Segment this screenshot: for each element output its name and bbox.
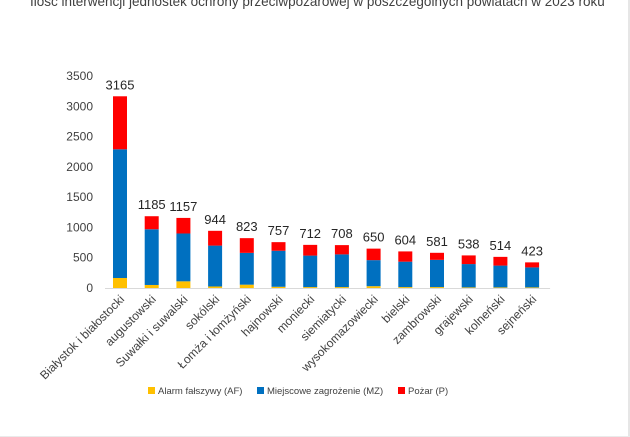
legend: Alarm fałszywy (AF) Miejscowe zagrożenie … bbox=[148, 386, 448, 397]
bar-segment bbox=[271, 286, 286, 288]
data-labels: 3165 1185 1157 944 823 757 712 708 650 604 581 538 5… bbox=[106, 77, 543, 258]
total-data-label: 712 bbox=[299, 226, 321, 241]
bar-segment bbox=[239, 252, 254, 285]
y-tick-label: 2500 bbox=[66, 130, 93, 144]
bar-segment bbox=[239, 238, 254, 253]
total-data-label: 1185 bbox=[138, 197, 166, 212]
bar-segment bbox=[461, 264, 476, 288]
legend-swatch bbox=[148, 387, 155, 394]
bar-segment bbox=[461, 255, 476, 265]
bar-segment bbox=[334, 287, 349, 288]
y-tick-label: 3500 bbox=[66, 69, 93, 83]
bar-segment bbox=[493, 265, 508, 288]
bar-segment bbox=[176, 233, 191, 282]
bar-segment bbox=[398, 251, 413, 262]
bar-segment bbox=[144, 229, 159, 285]
bar-segment bbox=[525, 267, 540, 288]
total-data-label: 650 bbox=[363, 230, 385, 245]
bar-segment bbox=[398, 287, 413, 288]
y-tick-label: 3000 bbox=[66, 99, 93, 113]
bar-segment bbox=[271, 250, 286, 287]
total-data-label: 538 bbox=[458, 236, 480, 251]
bar-segment bbox=[525, 287, 540, 288]
y-axis: 0 500 1000 1500 2000 2500 3000 3500 bbox=[66, 69, 551, 295]
bar-segment bbox=[430, 287, 444, 288]
right-border bbox=[628, 0, 630, 437]
bar-segment bbox=[461, 287, 476, 288]
y-tick-label: 1000 bbox=[66, 220, 93, 234]
total-data-label: 604 bbox=[394, 232, 416, 247]
bar-segment bbox=[113, 96, 127, 150]
legend-swatch bbox=[257, 387, 264, 394]
bar-segment bbox=[144, 216, 159, 230]
bar-segment bbox=[208, 230, 223, 246]
bar-segment bbox=[208, 286, 223, 288]
legend-label: Alarm fałszywy (AF) bbox=[158, 386, 242, 397]
bar-segment bbox=[493, 287, 508, 288]
bar-segment bbox=[176, 281, 191, 288]
bar-segment bbox=[366, 248, 381, 261]
total-data-label: 581 bbox=[426, 234, 448, 249]
total-data-label: 823 bbox=[236, 219, 258, 234]
bar-segment bbox=[113, 149, 127, 279]
bar-segment bbox=[430, 252, 444, 260]
chart-title: Ilość interwencji jednostek ochrony prze… bbox=[30, 0, 605, 9]
total-data-label: 423 bbox=[521, 243, 543, 258]
total-data-label: 514 bbox=[490, 238, 512, 253]
bar-segment bbox=[208, 245, 223, 287]
bar-segment bbox=[398, 261, 413, 288]
total-data-label: 757 bbox=[268, 223, 290, 238]
bar-segment bbox=[303, 287, 318, 288]
bar-segment bbox=[366, 260, 381, 287]
legend-label: Pożar (P) bbox=[408, 386, 448, 397]
bar-segment bbox=[271, 242, 286, 251]
legend-label: Miejscowe zagrożenie (MZ) bbox=[267, 386, 383, 397]
bar-segment bbox=[430, 259, 444, 288]
y-tick-label: 500 bbox=[73, 251, 93, 265]
total-data-label: 1157 bbox=[169, 199, 197, 214]
bar-segment bbox=[144, 284, 159, 288]
total-data-label: 3165 bbox=[106, 77, 135, 92]
x-axis-labels: Białystok i białostockiaugustowskiSuwałk… bbox=[37, 292, 539, 382]
bar-segment bbox=[334, 254, 349, 288]
bars bbox=[113, 96, 540, 288]
total-data-label: 944 bbox=[204, 212, 226, 227]
y-tick-label: 1500 bbox=[66, 190, 93, 204]
y-tick-label: 2000 bbox=[66, 160, 93, 174]
bar-segment bbox=[176, 217, 191, 234]
total-data-label: 708 bbox=[331, 226, 353, 241]
y-tick-label: 0 bbox=[86, 281, 93, 295]
bar-segment bbox=[493, 256, 508, 266]
bar-segment bbox=[525, 262, 540, 268]
bar-segment bbox=[334, 245, 349, 255]
legend-swatch bbox=[398, 387, 405, 394]
bar-segment bbox=[366, 286, 381, 288]
bar-segment bbox=[113, 278, 127, 288]
bar-segment bbox=[303, 244, 318, 256]
bar-segment bbox=[303, 255, 318, 288]
bar-segment bbox=[239, 284, 254, 288]
